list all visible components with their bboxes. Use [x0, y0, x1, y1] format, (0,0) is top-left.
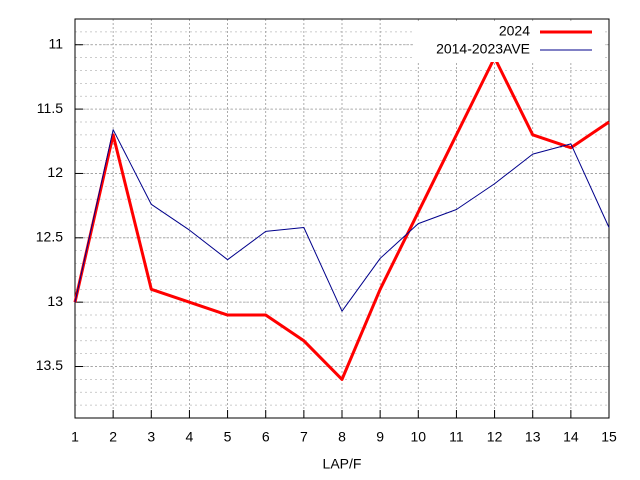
x-tick-label: 15 — [601, 429, 617, 445]
x-tick-label: 11 — [449, 429, 464, 445]
line-series — [74, 129, 610, 312]
x-tick-label: 5 — [224, 429, 232, 445]
y-tick-label: 12 — [47, 164, 63, 180]
x-tick-label: 4 — [186, 429, 194, 445]
x-tick-label: 7 — [300, 429, 308, 445]
y-tick-label: 12.5 — [36, 229, 63, 245]
legend-label: 2024 — [499, 23, 530, 39]
plot-frame — [74, 18, 610, 419]
legend-box — [415, 22, 605, 62]
x-tick-label: 10 — [410, 429, 426, 445]
x-tick-label: 9 — [376, 429, 384, 445]
x-axis-label: LAP/F — [323, 456, 362, 472]
x-tick-label: 12 — [487, 429, 503, 445]
x-tick-label: 6 — [262, 429, 270, 445]
x-tick-label: 2 — [109, 429, 117, 445]
line-series — [73, 56, 610, 381]
y-tick-label: 13.5 — [36, 357, 63, 373]
x-tick-label: 8 — [338, 429, 346, 445]
legend-label: 2014-2023AVE — [436, 41, 530, 57]
x-tick-label: 3 — [147, 429, 155, 445]
x-tick-label: 1 — [71, 429, 79, 445]
y-tick-label: 11 — [48, 35, 63, 51]
x-tick-label: 14 — [563, 429, 579, 445]
y-tick-label: 11.5 — [37, 100, 63, 116]
y-tick-label: 13 — [47, 293, 63, 309]
x-tick-label: 13 — [525, 429, 541, 445]
